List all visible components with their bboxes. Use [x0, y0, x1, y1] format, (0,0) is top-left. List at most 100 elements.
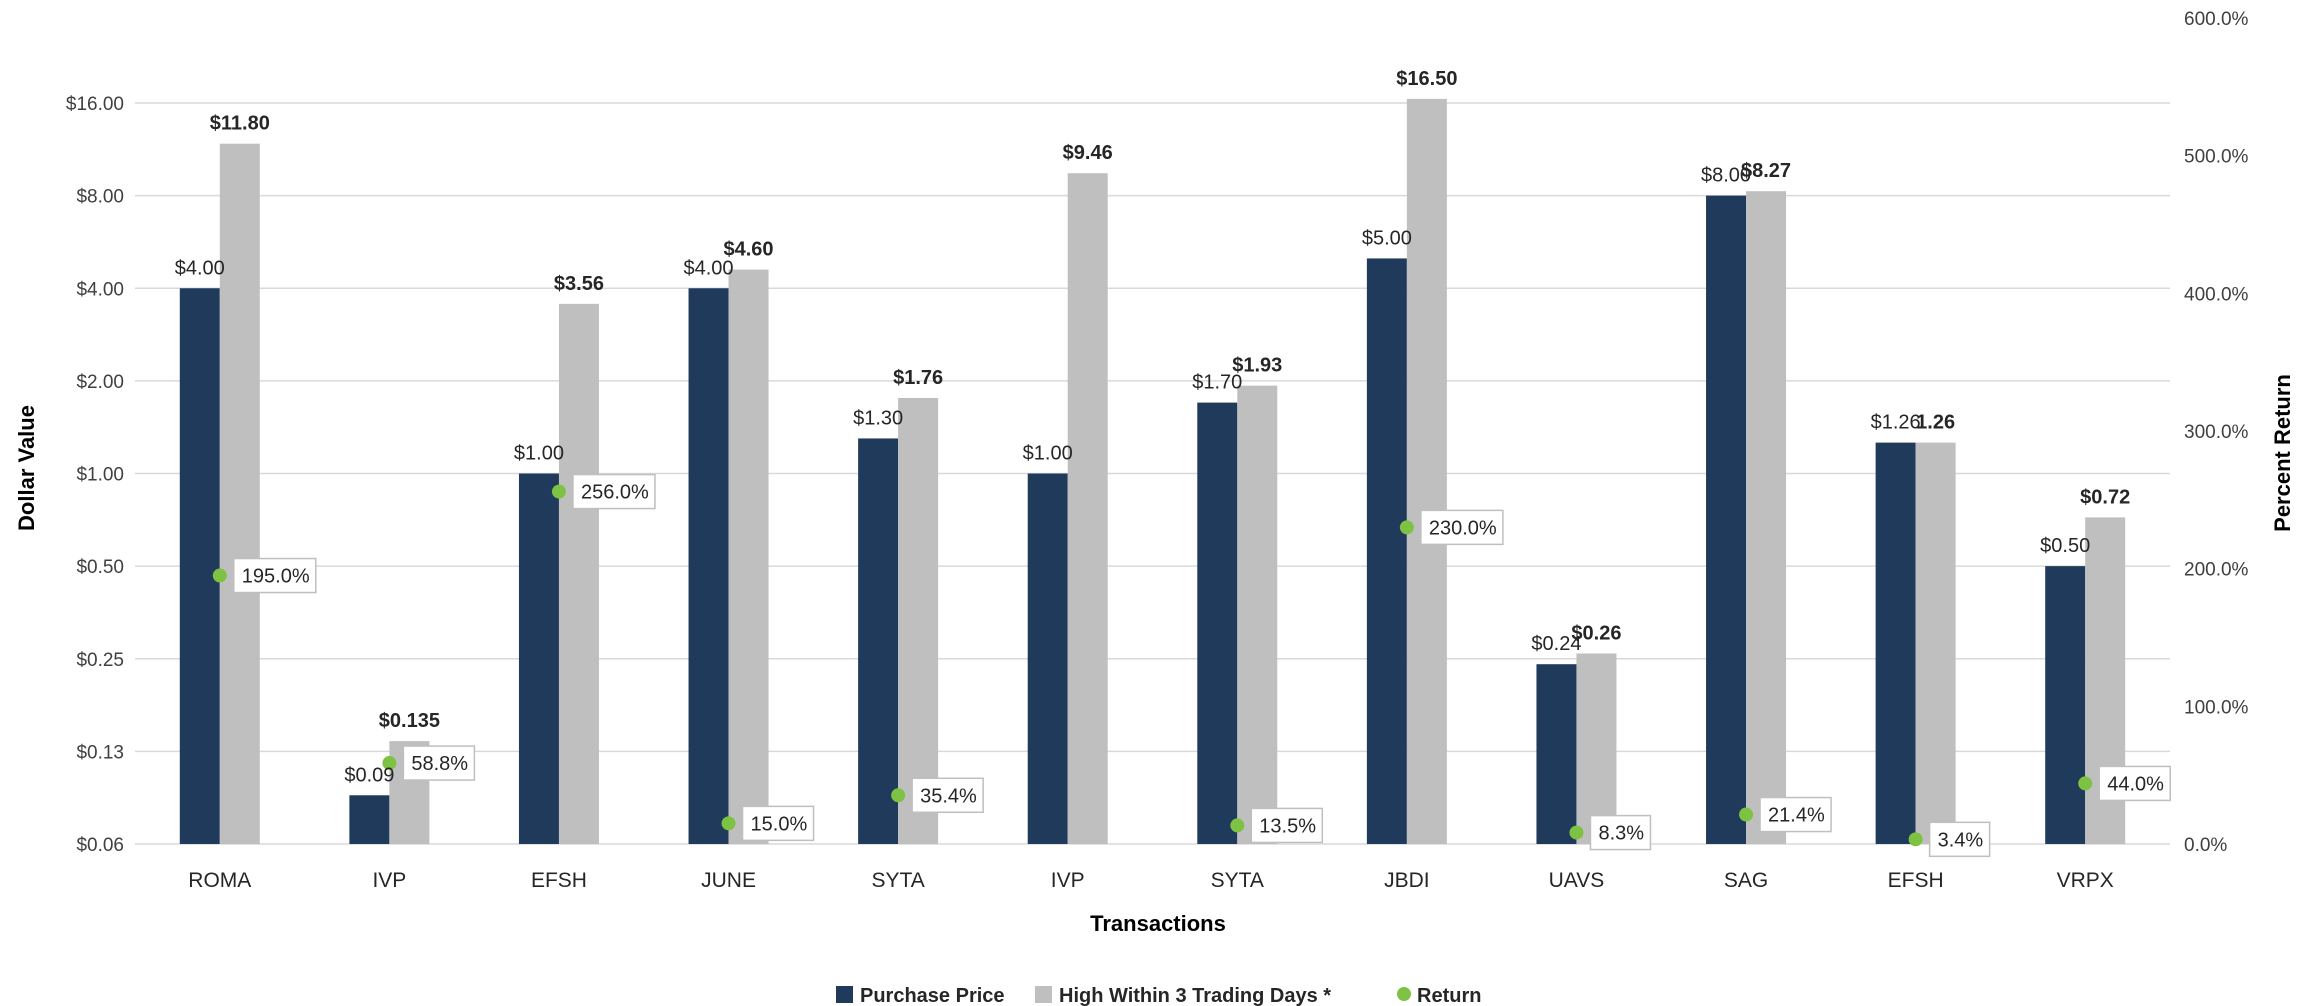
- bar-high-within-3-days: [1237, 385, 1278, 844]
- data-label-high-within-3-days: $1.93: [1232, 355, 1282, 377]
- return-label: 256.0%: [581, 482, 649, 504]
- return-label: 230.0%: [1429, 517, 1497, 539]
- bar-purchase-price: [858, 438, 899, 844]
- return-point: [551, 484, 566, 499]
- data-label-purchase-price: $8.00: [1701, 165, 1751, 187]
- return-label: 15.0%: [751, 813, 808, 835]
- return-point: [1739, 807, 1754, 822]
- return-points: [212, 484, 2093, 847]
- bar-purchase-price: [1366, 258, 1407, 844]
- data-label-purchase-price: $1.26: [1871, 412, 1921, 434]
- bar-high-within-3-days: [1576, 653, 1617, 844]
- bar-high-within-3-days: [1746, 191, 1787, 844]
- y2-tick-label: 200.0%: [2184, 560, 2249, 581]
- return-label-box: [1250, 807, 1324, 844]
- y-tick-label: $2.00: [76, 372, 124, 393]
- legend-label-return: Return: [1417, 985, 1481, 1006]
- data-label-purchase-price: $5.00: [1362, 227, 1412, 249]
- data-label-high-within-3-days: $8.27: [1741, 160, 1791, 182]
- return-point: [1230, 818, 1245, 833]
- return-label: 13.5%: [1259, 815, 1316, 837]
- y-tick-label: $1.00: [76, 465, 124, 486]
- return-label-box: [741, 805, 815, 842]
- bar-purchase-price: [688, 288, 729, 844]
- bar-high-within-3-days: [1406, 98, 1447, 844]
- bar-high-within-3-days: [1915, 442, 1956, 844]
- return-label-box: [2098, 765, 2171, 802]
- category-label: IVP: [1051, 869, 1085, 892]
- data-label-high-within-3-days: $16.50: [1396, 68, 1457, 90]
- return-label: 58.8%: [411, 753, 468, 775]
- data-label-purchase-price: $1.70: [1192, 372, 1242, 394]
- category-label: IVP: [372, 869, 406, 892]
- data-label-purchase-price: $1.00: [1023, 443, 1073, 465]
- return-label: 3.4%: [1938, 829, 1984, 851]
- data-label-high-within-3-days: 1.26: [1916, 412, 1955, 434]
- data-label-high-within-3-days: $3.56: [554, 273, 604, 295]
- return-label-box: [911, 777, 984, 814]
- legend-swatch-purchase-price: [836, 986, 853, 1003]
- category-label: JBDI: [1384, 869, 1430, 892]
- return-point: [212, 568, 227, 583]
- bar-purchase-price: [349, 795, 390, 844]
- bar-high-within-3-days: [558, 303, 599, 844]
- y-tick-label: $4.00: [76, 279, 124, 300]
- data-label-high-within-3-days: $11.80: [210, 113, 270, 135]
- y-axis-title: Dollar Value: [14, 405, 39, 531]
- data-label-purchase-price: $4.00: [175, 257, 225, 279]
- y2-axis-title: Percent Return: [2270, 374, 2295, 532]
- y2-tick-label: 0.0%: [2184, 835, 2227, 856]
- bar-purchase-price: [1875, 442, 1916, 844]
- legend-label-purchase-price: Purchase Price: [860, 985, 1005, 1006]
- return-label-box: [233, 557, 317, 594]
- return-label-box: [402, 745, 476, 781]
- data-label-high-within-3-days: $0.72: [2080, 486, 2130, 508]
- data-label-high-within-3-days: $0.135: [379, 710, 440, 732]
- category-label: VRPX: [2057, 869, 2114, 892]
- y-tick-label: $0.13: [76, 742, 124, 763]
- data-label-high-within-3-days: $4.60: [724, 239, 774, 261]
- return-label: 35.4%: [920, 785, 977, 807]
- x-axis-title: Transactions: [1090, 911, 1226, 936]
- data-label-high-within-3-days: $0.26: [1571, 623, 1621, 645]
- category-label: EFSH: [1888, 869, 1944, 892]
- category-label: ROMA: [188, 869, 251, 892]
- return-point: [721, 816, 736, 831]
- bar-high-within-3-days: [728, 269, 769, 844]
- legend-swatch-return: [1397, 987, 1411, 1001]
- return-label-box: [572, 473, 656, 510]
- bar-purchase-price: [1027, 473, 1068, 844]
- return-point: [382, 756, 397, 771]
- y2-tick-label: 300.0%: [2184, 422, 2249, 443]
- bar-high-within-3-days: [898, 397, 939, 844]
- return-point: [1399, 520, 1414, 535]
- data-label-high-within-3-days: $9.46: [1063, 142, 1113, 164]
- y-tick-label: $8.00: [76, 187, 124, 208]
- category-label: EFSH: [531, 869, 587, 892]
- data-label-purchase-price: $0.50: [2040, 535, 2090, 557]
- return-label-box: [1420, 509, 1504, 546]
- return-point: [891, 788, 906, 803]
- bar-purchase-price: [518, 473, 559, 844]
- y2-tick-label: 500.0%: [2184, 147, 2249, 168]
- y-tick-label: $16.00: [66, 94, 124, 115]
- return-point: [1908, 832, 1923, 847]
- bar-purchase-price: [1536, 664, 1577, 844]
- return-label-box: [1759, 796, 1832, 833]
- y-tick-label: $0.06: [76, 835, 124, 856]
- category-labels: ROMA IVP EFSH JUNE SYTA IVP SYTA JBDI UAVS SAG EFS…: [188, 869, 2114, 892]
- bar-purchase-price: [1197, 402, 1238, 844]
- return-label: 195.0%: [242, 566, 310, 588]
- data-label-purchase-price: $1.00: [514, 443, 564, 465]
- return-label: 44.0%: [2107, 773, 2164, 795]
- bar-purchase-price: [1706, 195, 1747, 844]
- bar-high-within-3-days: [219, 143, 260, 844]
- y-tick-label: $0.25: [76, 650, 124, 671]
- return-point: [1569, 825, 1584, 840]
- bar-high-within-3-days: [1067, 173, 1108, 844]
- data-label-purchase-price: $0.24: [1531, 633, 1581, 655]
- data-label-purchase-price: $1.30: [853, 407, 903, 429]
- legend-label-high-within-3-days: High Within 3 Trading Days *: [1059, 985, 1331, 1006]
- y-tick-label: $0.50: [76, 557, 124, 578]
